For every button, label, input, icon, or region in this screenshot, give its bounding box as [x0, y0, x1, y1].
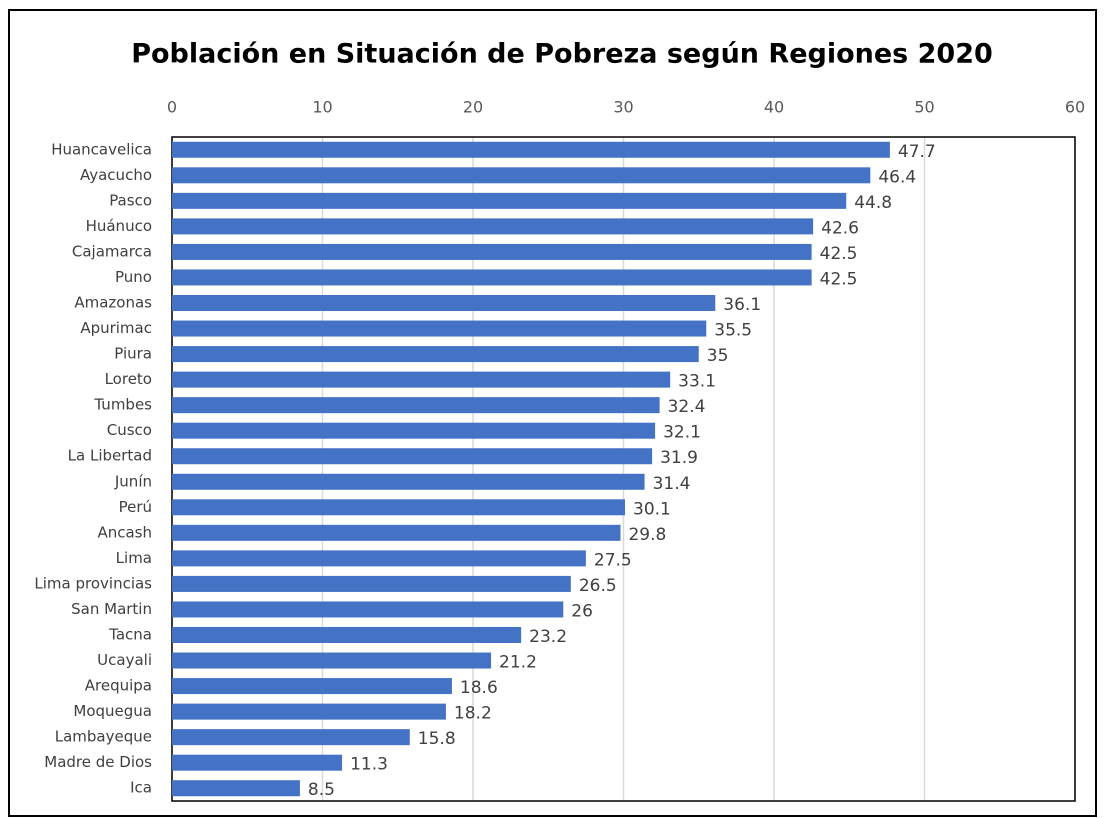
data-label: 33.1 — [678, 372, 716, 392]
bar — [172, 473, 645, 490]
data-label: 23.2 — [529, 627, 567, 647]
x-tick-label: 0 — [167, 98, 177, 117]
data-label: 27.5 — [594, 550, 632, 570]
bar — [172, 167, 871, 184]
x-tick-label: 20 — [463, 98, 483, 117]
y-tick-label: Junín — [114, 472, 152, 490]
y-tick-label: Arequipa — [85, 677, 152, 695]
y-tick-label: Lambayeque — [55, 728, 152, 746]
data-label: 35 — [707, 346, 729, 366]
x-tick-label: 40 — [764, 98, 784, 117]
bar — [172, 320, 707, 337]
x-tick-label: 60 — [1065, 98, 1085, 117]
bar — [172, 371, 671, 388]
y-tick-label: Cusco — [107, 421, 152, 439]
bar — [172, 703, 446, 720]
y-tick-label: Huánuco — [86, 217, 152, 235]
bar — [172, 269, 812, 286]
y-tick-label: Ica — [130, 779, 152, 797]
bar — [172, 346, 699, 363]
bar — [172, 295, 716, 311]
data-label: 8.5 — [308, 780, 335, 800]
bar — [172, 754, 343, 771]
y-tick-label: La Libertad — [68, 447, 152, 465]
data-label: 42.5 — [820, 269, 858, 289]
bar — [172, 601, 564, 618]
data-label: 18.6 — [460, 678, 498, 698]
data-label: 26 — [571, 601, 593, 621]
y-tick-label: Loreto — [105, 370, 152, 388]
y-tick-label: Lima — [116, 549, 152, 567]
y-tick-label: Puno — [115, 268, 152, 286]
data-label: 36.1 — [723, 295, 761, 315]
bar — [172, 575, 571, 592]
y-tick-label: Ayacucho — [80, 166, 152, 184]
plot-border — [171, 136, 1076, 802]
bar — [172, 652, 492, 669]
bar — [172, 243, 812, 260]
y-tick-label: Madre de Dios — [44, 753, 152, 771]
bar — [172, 397, 660, 414]
data-label: 32.4 — [668, 397, 706, 417]
y-tick-label: Tacna — [108, 626, 152, 644]
y-tick-label: Cajamarca — [72, 242, 152, 260]
y-tick-label: Ancash — [97, 523, 152, 541]
data-label: 42.5 — [820, 244, 858, 264]
data-label: 26.5 — [579, 576, 617, 596]
bar — [172, 192, 847, 209]
bar — [172, 678, 452, 695]
y-tick-label: Pasco — [109, 191, 152, 209]
data-label: 32.1 — [663, 423, 701, 443]
bar — [172, 780, 300, 797]
data-label: 31.4 — [653, 474, 691, 494]
data-label: 31.9 — [660, 448, 698, 468]
bar — [172, 499, 626, 516]
data-label: 44.8 — [854, 193, 892, 213]
chart-title: Población en Situación de Pobreza según … — [131, 39, 993, 70]
x-tick-label: 50 — [914, 98, 934, 117]
bar — [172, 141, 890, 158]
bar — [172, 218, 814, 235]
y-tick-label: Lima provincias — [34, 574, 152, 592]
data-label: 42.6 — [821, 218, 859, 238]
y-tick-label: Ucayali — [97, 651, 152, 669]
data-label: 29.8 — [628, 525, 666, 545]
data-label: 18.2 — [454, 704, 492, 724]
y-tick-label: Huancavelica — [51, 140, 152, 158]
x-tick-label: 10 — [312, 98, 332, 117]
bar — [172, 422, 656, 439]
bar — [172, 524, 621, 541]
bar — [172, 627, 522, 643]
data-label: 21.2 — [499, 653, 537, 673]
data-label: 46.4 — [878, 167, 916, 187]
y-tick-label: Tumbes — [93, 396, 152, 414]
y-tick-label: Moquegua — [73, 702, 152, 720]
x-tick-label: 30 — [613, 98, 633, 117]
y-tick-label: Apurimac — [80, 319, 152, 337]
bar — [172, 729, 410, 746]
bar — [172, 448, 653, 465]
y-tick-label: Amazonas — [74, 294, 152, 312]
data-label: 11.3 — [350, 755, 388, 775]
y-tick-label: Perú — [119, 498, 152, 516]
data-label: 30.1 — [633, 499, 671, 519]
data-label: 15.8 — [418, 729, 456, 749]
data-label: 47.7 — [898, 142, 936, 162]
data-label: 35.5 — [714, 321, 752, 341]
bar — [172, 550, 586, 567]
y-tick-label: Piura — [114, 345, 152, 363]
y-tick-label: San Martin — [71, 600, 152, 618]
